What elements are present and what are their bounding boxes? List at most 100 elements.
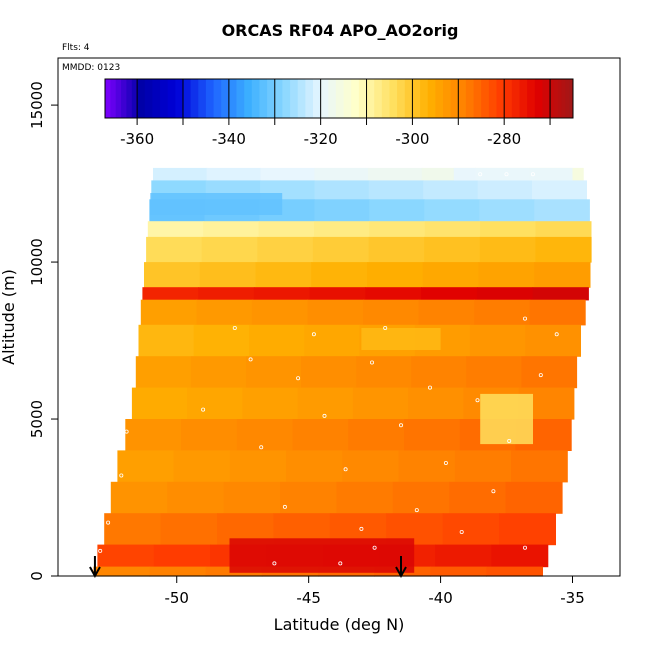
sample-point (106, 520, 111, 525)
colorbar-swatch (404, 79, 413, 118)
heatmap-feature (361, 328, 441, 350)
x-tick-label: -40 (428, 589, 453, 607)
sample-point (296, 376, 301, 381)
heatmap-cell (153, 544, 211, 568)
heatmap-cell (149, 566, 207, 577)
sample-point (359, 526, 364, 531)
colorbar-swatch (213, 79, 222, 118)
colorbar-swatch (561, 79, 566, 118)
heatmap-cell (146, 236, 203, 263)
colorbar-swatch (121, 79, 127, 118)
heatmap-cell (198, 287, 255, 301)
heatmap-cell (110, 481, 168, 514)
colorbar-tick-label: -280 (487, 130, 521, 148)
heatmap-cell (301, 356, 357, 389)
sample-point (322, 413, 327, 418)
colorbar-swatch (328, 79, 337, 118)
colorbar-swatch (198, 79, 207, 118)
heatmap-cell (532, 287, 589, 301)
colorbar-swatch (244, 79, 253, 118)
colorbar-swatch (282, 79, 291, 118)
sample-point (414, 508, 419, 513)
colorbar-swatch (221, 79, 230, 118)
colorbar-swatch (167, 79, 176, 118)
colorbar-swatch (297, 79, 306, 118)
date-note: MMDD: 0123 (62, 63, 120, 73)
heatmap-cell (125, 419, 182, 451)
plot-frame (57, 57, 621, 577)
heatmap-cells (93, 167, 592, 577)
colorbar-swatch (290, 79, 299, 118)
sample-point (530, 172, 535, 177)
heatmap-cell (356, 356, 412, 389)
colorbar-tick-label: -320 (304, 130, 338, 148)
colorbar-swatch (504, 79, 513, 118)
heatmap-cell (352, 387, 409, 420)
heatmap-cell (309, 287, 366, 301)
heatmap-feature (453, 167, 573, 181)
colorbar-swatch (465, 79, 474, 118)
sample-point (282, 504, 287, 509)
x-tick-label: -35 (560, 589, 585, 607)
heatmap-cell (342, 450, 400, 483)
colorbar-swatch (443, 79, 452, 118)
heatmap-cell (368, 236, 425, 263)
heatmap-cell (251, 299, 308, 326)
y-axis-label: Altitude (m) (0, 269, 18, 365)
colorbar-swatch (152, 79, 161, 118)
sample-point (475, 398, 480, 403)
heatmap-cell (521, 356, 578, 389)
heatmap-cell (117, 450, 175, 483)
heatmap-cell (314, 221, 370, 238)
colorbar-swatch (320, 79, 329, 118)
colorbar-swatch (511, 79, 520, 118)
sample-point (248, 357, 253, 362)
colorbar-swatch (236, 79, 245, 118)
heatmap-cell (525, 324, 581, 357)
sample-point (127, 382, 132, 387)
heatmap-cell (142, 287, 199, 301)
heatmap-cell (255, 262, 312, 288)
colorbar-tick-label: -300 (395, 130, 429, 148)
heatmap-cell (404, 419, 461, 451)
sample-point (272, 561, 277, 566)
heatmap-cell (144, 262, 201, 288)
colorbar-swatch (175, 79, 184, 118)
sample-point (523, 316, 528, 321)
heatmap-cell (260, 167, 315, 182)
sample-point (259, 445, 264, 450)
heatmap-cell (442, 513, 500, 546)
colorbar-swatch (160, 79, 169, 118)
heatmap-cell (196, 299, 253, 326)
heatmap-cell (140, 299, 197, 326)
colorbar-swatch (381, 79, 390, 118)
heatmap-cell (173, 450, 231, 483)
colorbar-swatch (557, 79, 562, 118)
heatmap-feature (480, 393, 533, 445)
heatmap-cell (477, 180, 533, 200)
heatmap-cell (187, 387, 243, 420)
heatmap-cell (505, 481, 563, 514)
colorbar-swatch (450, 79, 459, 118)
heatmap-cell (534, 262, 591, 288)
heatmap-cell (422, 262, 479, 288)
flights-note: Flts: 4 (62, 43, 90, 53)
heatmap-cell (348, 419, 405, 451)
heatmap-cell (423, 180, 479, 200)
heatmap-cell (314, 167, 369, 182)
colorbar-tick-label: -340 (212, 130, 246, 148)
heatmap-features (150, 167, 573, 573)
sample-point (507, 438, 512, 443)
colorbar-swatch (251, 79, 260, 118)
heatmap-cell (369, 199, 425, 222)
heatmap-cell (476, 287, 534, 301)
colorbar-swatch (519, 79, 528, 118)
colorbar-tick-label: -360 (120, 130, 154, 148)
heatmap-cell (203, 221, 260, 238)
heatmap-cell (97, 544, 155, 568)
heatmap-feature (229, 538, 415, 573)
sample-point (201, 407, 206, 412)
colorbar-swatch (481, 79, 490, 118)
colorbar-swatch (565, 79, 570, 118)
heatmap-cell (469, 324, 526, 357)
